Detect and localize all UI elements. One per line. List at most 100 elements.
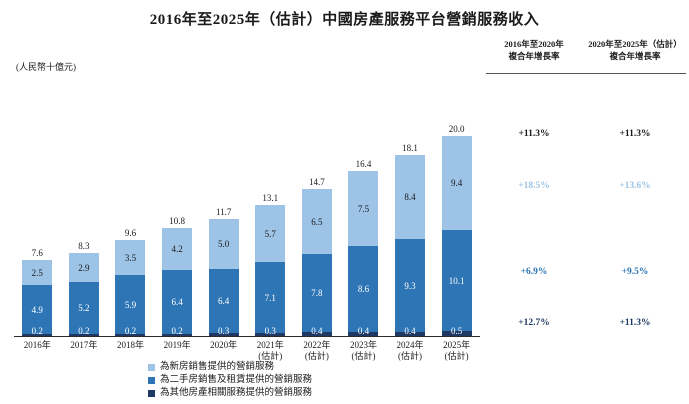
chart-area: 7.6 2.5 4.9 0.2 8.3 2.9 5.2 0.2 9.6 3.5 5.9 0.2 10.8… xyxy=(14,111,480,337)
bar-segment-label: 2.5 xyxy=(31,267,43,278)
bar-total-label: 16.4 xyxy=(355,159,372,169)
bar-segment-label: 0.3 xyxy=(218,326,230,336)
bar-segment-other: 0.2 xyxy=(162,326,193,336)
cagr-header-2020-2025: 2020年至2025年（估計） 複合年增長率 xyxy=(582,38,688,62)
bar-total-label: 9.6 xyxy=(124,228,137,238)
bar-group: 9.6 3.5 5.9 0.2 xyxy=(107,228,154,336)
bar-segment-label: 10.1 xyxy=(448,275,465,286)
bar-segment-label: 9.3 xyxy=(404,280,416,291)
bar-segment-label: 5.0 xyxy=(218,239,230,249)
stacked-bar: 5.0 6.4 0.3 xyxy=(208,219,239,336)
x-axis-labels: 2016年 2017年 2018年 2019年 2020年 2021年 (估計) 2022年(… xyxy=(14,340,480,362)
bar-segment-other: 0.3 xyxy=(208,326,239,336)
x-axis-label: 2022年 (估計) xyxy=(303,340,331,361)
bar-segment-secondhand: 5.9 xyxy=(115,275,146,334)
bar-segment-label: 9.4 xyxy=(451,178,463,188)
legend-item-secondhand: 為二手房銷售及租賃提供的營銷服務 xyxy=(148,374,312,386)
bar-segment-other: 0.2 xyxy=(22,326,53,336)
bar-group: 13.1 5.7 7.1 0.3 xyxy=(247,193,294,336)
bar-segment-new-home: 6.5 xyxy=(301,189,332,254)
legend-item-new-home: 為新房銷售提供的營銷服務 xyxy=(148,361,312,373)
bar-segment-label: 7.5 xyxy=(357,203,370,214)
stacked-bar: 9.4 10.1 0.5 xyxy=(441,136,472,336)
bar-segment-label: 0.4 xyxy=(404,326,416,336)
cagr-other-col2: +11.3% xyxy=(619,318,651,328)
bar-segment-other: 0.4 xyxy=(301,326,332,336)
bar-segment-label: 4.2 xyxy=(171,244,183,254)
bar-group: 16.4 7.5 8.6 0.4 xyxy=(340,159,387,336)
bar-segment-label: 5.2 xyxy=(78,303,90,313)
bar-group: 10.8 4.2 6.4 0.2 xyxy=(154,216,201,336)
bar-segment-label: 0.2 xyxy=(78,326,90,336)
bar-group: 8.3 2.9 5.2 0.2 xyxy=(61,241,108,336)
bar-segment-other: 0.3 xyxy=(255,326,286,336)
bar-segment-label: 6.4 xyxy=(218,296,230,306)
bar-total-label: 10.8 xyxy=(169,216,185,226)
stacked-bar: 2.9 5.2 0.2 xyxy=(68,253,99,336)
bar-segment-label: 8.6 xyxy=(357,284,370,294)
cagr-newhome-col2: +13.6% xyxy=(619,181,651,191)
bar-segment-label: 0.3 xyxy=(264,326,276,336)
legend-item-other: 為其他房產相關服務提供的營銷服務 xyxy=(148,387,312,399)
bar-total-label: 11.7 xyxy=(215,207,232,217)
x-axis-label: 2017年 xyxy=(70,340,98,350)
x-axis-label: 2021年 (估計) xyxy=(256,340,284,361)
bar-segment-label: 0.2 xyxy=(171,326,183,336)
legend-label: 為二手房銷售及租賃提供的營銷服務 xyxy=(160,375,313,385)
bar-segment-label: 0.4 xyxy=(311,326,323,336)
bar-segment-other: 0.2 xyxy=(115,326,146,336)
page-title: 2016年至2025年（估計）中國房產服務平台營銷服務收入 xyxy=(149,12,540,28)
cagr-total-col1: +11.3% xyxy=(518,129,550,139)
bar-segment-label: 0.5 xyxy=(451,326,463,336)
x-axis-label: 2025年 (估計) xyxy=(443,340,471,361)
stacked-bar: 3.5 5.9 0.2 xyxy=(115,240,146,336)
bar-segment-label: 0.4 xyxy=(357,326,370,336)
x-axis-label: 2019年 xyxy=(163,340,191,350)
bar-segment-secondhand: 6.4 xyxy=(162,270,193,334)
bar-group: 11.7 5.0 6.4 0.3 xyxy=(200,207,247,336)
bar-segment-label: 3.5 xyxy=(124,252,137,263)
bar-segment-new-home: 2.5 xyxy=(22,260,53,285)
x-axis-label: 2024年 (估計) xyxy=(396,340,424,361)
bar-group: 20.0 9.4 10.1 0.5 xyxy=(433,124,480,336)
bar-segment-secondhand: 5.2 xyxy=(68,282,99,334)
stacked-bar: 7.5 8.6 0.4 xyxy=(348,171,379,336)
bar-segment-new-home: 5.7 xyxy=(255,205,286,262)
bar-segment-secondhand: 8.6 xyxy=(348,246,379,332)
bar-segment-other: 0.2 xyxy=(68,326,99,336)
bar-group: 14.7 6.5 7.8 0.4 xyxy=(294,177,341,336)
bar-segment-label: 4.9 xyxy=(31,304,43,315)
bar-group: 18.1 8.4 9.3 0.4 xyxy=(387,143,434,336)
bar-segment-new-home: 3.5 xyxy=(115,240,146,275)
stacked-bar: 4.2 6.4 0.2 xyxy=(162,228,193,336)
x-axis-label: 2020年 xyxy=(210,340,238,350)
stacked-bar: 6.5 7.8 0.4 xyxy=(301,189,332,336)
bar-segment-secondhand: 6.4 xyxy=(208,269,239,333)
x-axis-label: 2018年 xyxy=(116,340,144,350)
stacked-bar: 8.4 9.3 0.4 xyxy=(395,155,426,336)
cagr-header-divider xyxy=(486,73,686,74)
bar-segment-label: 5.7 xyxy=(264,228,276,239)
bar-total-label: 18.1 xyxy=(402,143,418,153)
bar-segment-other: 0.5 xyxy=(441,326,472,336)
bar-segment-label: 8.4 xyxy=(404,192,416,202)
legend-swatch-secondhand xyxy=(148,376,155,384)
stacked-bar: 2.5 4.9 0.2 xyxy=(22,260,53,336)
cagr-header-line1: 2020年至2025年（估計） xyxy=(588,39,682,49)
bar-segment-label: 0.2 xyxy=(124,326,137,336)
cagr-header-2016-2020: 2016年至2020年 複合年增長率 xyxy=(486,38,582,62)
stacked-bar: 5.7 7.1 0.3 xyxy=(255,205,286,336)
cagr-newhome-col1: +18.5% xyxy=(518,181,550,191)
bar-segment-label: 7.1 xyxy=(264,292,276,303)
cagr-other-col1: +12.7% xyxy=(518,318,550,328)
bar-total-label: 14.7 xyxy=(308,177,325,187)
legend-swatch-other xyxy=(148,389,155,397)
bar-total-label: 20.0 xyxy=(448,124,465,134)
bar-total-label: 7.6 xyxy=(31,248,43,258)
bar-total-label: 8.3 xyxy=(78,241,90,251)
bar-segment-secondhand: 7.8 xyxy=(301,254,332,332)
x-axis-label: 2023年 (估計) xyxy=(349,340,377,361)
legend: 為新房銷售提供的營銷服務 為二手房銷售及租賃提供的營銷服務 為其他房產相關服務提… xyxy=(148,361,312,400)
bar-segment-secondhand: 9.3 xyxy=(395,239,426,332)
